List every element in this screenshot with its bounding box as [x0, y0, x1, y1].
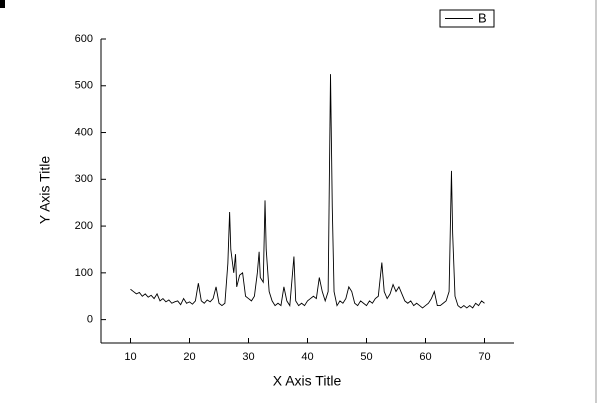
- y-axis-title: Y Axis Title: [37, 156, 53, 224]
- x-tick-label: 30: [242, 351, 254, 363]
- corner-marker: [0, 0, 5, 8]
- y-tick-label: 400: [75, 126, 93, 138]
- x-axis-title: X Axis Title: [273, 373, 342, 389]
- x-tick-label: 70: [478, 351, 490, 363]
- x-tick-label: 50: [360, 351, 372, 363]
- y-tick-label: 0: [87, 314, 93, 326]
- y-tick-label: 500: [75, 80, 93, 92]
- x-tick-label: 60: [419, 351, 431, 363]
- x-tick-label: 10: [124, 351, 136, 363]
- y-tick-label: 200: [75, 220, 93, 232]
- x-tick-label: 20: [183, 351, 195, 363]
- y-tick-label: 300: [75, 173, 93, 185]
- data-line: [130, 74, 485, 309]
- y-tick-label: 600: [75, 33, 93, 45]
- x-tick-label: 40: [301, 351, 313, 363]
- legend-label: B: [478, 10, 487, 25]
- y-tick-label: 100: [75, 267, 93, 279]
